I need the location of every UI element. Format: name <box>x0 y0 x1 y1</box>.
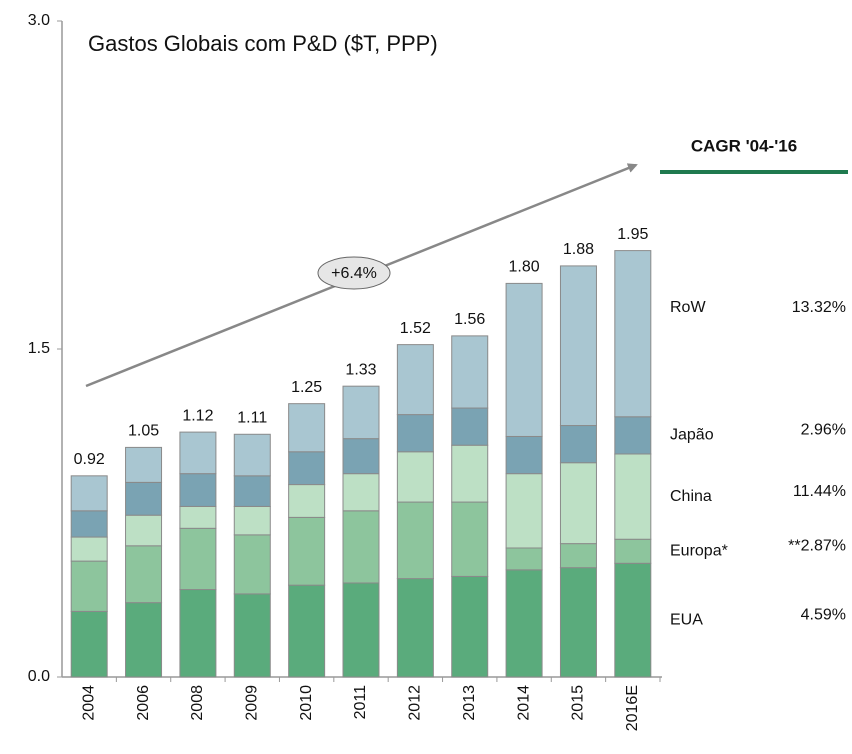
bar-segment <box>125 602 163 678</box>
x-tick-label: 2015 <box>570 685 587 721</box>
bar-segment <box>451 501 489 577</box>
bar-segment <box>614 250 652 418</box>
bar-segment <box>70 536 108 562</box>
bar-segment <box>125 514 163 547</box>
x-tick-label: 2006 <box>135 685 152 721</box>
bar-segment <box>451 407 489 446</box>
bar-segment <box>179 589 217 678</box>
total-label: 1.88 <box>563 241 594 258</box>
bar-segment <box>288 484 326 518</box>
legend-label: EUA <box>670 611 703 628</box>
cagr-title: CAGR '04-'16 <box>691 136 797 155</box>
bar-segment <box>233 593 271 678</box>
bar-segment <box>505 547 543 571</box>
bar-segment <box>179 431 217 475</box>
bar-segment <box>396 344 434 416</box>
total-label: 1.11 <box>237 409 267 426</box>
x-tick-label: 2010 <box>298 685 315 721</box>
bar-segment <box>70 560 108 612</box>
total-label: 1.95 <box>617 226 648 243</box>
bar-segment <box>396 414 434 453</box>
bar-segment <box>125 481 163 516</box>
x-tick-label: 2014 <box>515 685 532 721</box>
bar-segment <box>614 538 652 564</box>
x-tick-label: 2011 <box>352 685 369 720</box>
bar-segment <box>288 403 326 453</box>
bar-segment <box>559 425 597 464</box>
bar-segment <box>288 451 326 486</box>
x-tick-label: 2013 <box>461 685 478 721</box>
total-label: 1.12 <box>182 407 213 424</box>
bar-segment <box>179 473 217 507</box>
x-tick-label: 2012 <box>407 685 424 721</box>
bar-segment <box>342 473 380 512</box>
legend-label: RoW <box>670 299 706 316</box>
bar-segment <box>70 610 108 678</box>
total-label: 1.56 <box>454 311 485 328</box>
total-label: 1.25 <box>291 379 322 396</box>
total-label: 0.92 <box>74 451 105 468</box>
bar-segment <box>614 416 652 455</box>
cagr-label: **2.87% <box>788 537 846 554</box>
bar-segment <box>179 505 217 529</box>
bar-segment <box>559 567 597 678</box>
bar-segment <box>288 516 326 586</box>
bar-segment <box>559 462 597 545</box>
y-tick-label: 0.0 <box>28 668 50 685</box>
bar-segment <box>614 562 652 678</box>
x-tick-label: 2004 <box>80 685 97 721</box>
x-tick-label: 2016E <box>624 685 641 731</box>
bar-segment <box>505 569 543 678</box>
bar-segment <box>451 575 489 678</box>
x-tick-label: 2009 <box>243 685 260 721</box>
bar-segment <box>559 543 597 569</box>
total-label: 1.05 <box>128 423 159 440</box>
chart-title: Gastos Globais com P&D ($T, PPP) <box>88 31 438 56</box>
bar-segment <box>70 510 108 538</box>
bar-segment <box>342 385 380 440</box>
bar-segment <box>342 438 380 475</box>
bar-segment <box>342 582 380 678</box>
bar-segment <box>233 433 271 477</box>
bar-segment <box>125 545 163 604</box>
bar-segment <box>233 534 271 595</box>
bar-segment <box>288 584 326 678</box>
legend-label: Europa* <box>670 542 728 559</box>
bar-segment <box>396 451 434 503</box>
cagr-label: 2.96% <box>801 422 846 439</box>
bar-segment <box>451 335 489 409</box>
bar-segment <box>559 265 597 427</box>
cagr-label: 13.32% <box>792 299 846 316</box>
bar-segment <box>342 510 380 584</box>
bar-segment <box>396 501 434 580</box>
bar-segment <box>505 435 543 475</box>
bar-segment <box>614 453 652 540</box>
y-tick-label: 1.5 <box>28 340 50 357</box>
arrow-label: +6.4% <box>331 265 377 282</box>
bar-segment <box>451 444 489 503</box>
bar-segment <box>505 473 543 549</box>
total-label: 1.33 <box>345 361 376 378</box>
bar-segment <box>233 475 271 507</box>
bar-segment <box>179 527 217 591</box>
total-label: 1.52 <box>400 320 431 337</box>
cagr-label: 11.44% <box>793 483 846 500</box>
total-label: 1.80 <box>509 259 540 276</box>
cagr-label: 4.59% <box>801 606 846 623</box>
x-tick-label: 2008 <box>189 685 206 721</box>
y-tick-label: 3.0 <box>28 12 50 29</box>
bar-segment <box>125 446 163 483</box>
bar-segment <box>505 282 543 437</box>
legend-label: Japão <box>670 427 714 444</box>
legend-label: China <box>670 488 712 505</box>
bar-segment <box>233 505 271 536</box>
bar-segment <box>396 578 434 678</box>
bar-segment <box>70 475 108 512</box>
arrow-label-bg <box>317 256 391 290</box>
